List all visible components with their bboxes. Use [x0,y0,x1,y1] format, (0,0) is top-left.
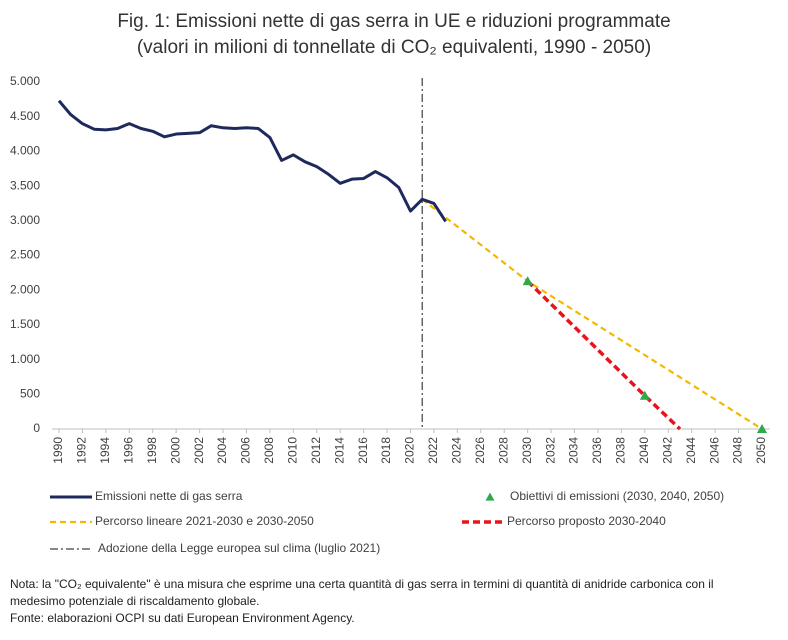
y-tick-label: 1.000 [10,352,40,366]
legend-label: Emissioni nette di gas serra [95,489,243,503]
x-tick-label: 2026 [473,437,487,464]
y-tick-label: 3.000 [10,213,40,227]
y-tick-label: 3.500 [10,178,40,192]
x-tick-label: 2028 [496,437,510,464]
y-tick-label: 500 [20,386,40,400]
y-tick-label: 5.000 [10,74,40,88]
series-line [57,99,447,223]
chart-title: Fig. 1: Emissioni nette di gas serra in … [117,11,670,32]
y-tick-label: 2.500 [10,248,40,262]
x-tick-label: 1996 [121,437,135,464]
x-tick-label: 2046 [707,437,721,464]
x-tick-label: 2018 [379,437,393,464]
note: Nota: la "CO₂ equivalente" è una misura … [10,577,714,591]
x-tick-label: 1990 [51,437,65,464]
y-tick-label: 1.500 [10,317,40,331]
x-tick-label: 2032 [543,437,557,464]
x-tick-label: 2024 [450,437,464,464]
y-tick-label: 4.000 [10,144,40,158]
y-tick-label: 4.500 [10,109,40,123]
x-tick-label: 2030 [520,437,534,464]
x-tick-label: 2020 [403,437,417,464]
x-tick-label: 2006 [239,437,253,464]
legend-label: Adozione della Legge europea sul clima (… [98,541,380,555]
x-tick-label: 2050 [754,437,768,464]
series-line [421,198,763,430]
target-marker [522,276,533,286]
legend-label: Percorso lineare 2021-2030 e 2030-2050 [95,514,314,528]
x-tick-label: 1998 [145,437,159,464]
x-tick-label: 2016 [356,437,370,464]
target-marker [757,424,767,433]
x-tick-label: 2044 [684,437,698,464]
x-tick-label: 2038 [614,437,628,464]
x-tick-label: 2048 [731,437,745,464]
x-tick-label: 2012 [309,437,323,464]
series-line [526,279,682,431]
x-tick-label: 2034 [567,437,581,464]
x-tick-label: 2010 [286,437,300,464]
x-tick-label: 2014 [332,437,346,464]
target-marker [639,390,650,400]
x-tick-label: 2042 [660,437,674,464]
x-tick-label: 2036 [590,437,604,464]
note: Fonte: elaborazioni OCPI su dati Europea… [10,611,355,625]
legend-marker [485,492,495,501]
legend-label: Obiettivi di emissioni (2030, 2040, 2050… [510,489,724,503]
x-tick-label: 1992 [75,437,89,464]
x-tick-label: 2008 [262,437,276,464]
x-tick-label: 1994 [98,437,112,464]
y-tick-label: 0 [33,421,40,435]
x-tick-label: 2004 [215,437,229,464]
note: medesimo potenziale di riscaldamento glo… [10,594,259,608]
legend-label: Percorso proposto 2030-2040 [507,514,666,528]
x-tick-label: 2022 [426,437,440,464]
x-tick-label: 2002 [192,437,206,464]
y-tick-label: 2.000 [10,282,40,296]
x-tick-label: 2000 [168,437,182,464]
x-tick-label: 2040 [637,437,651,464]
chart-subtitle: (valori in milioni di tonnellate di CO₂ … [137,37,651,58]
